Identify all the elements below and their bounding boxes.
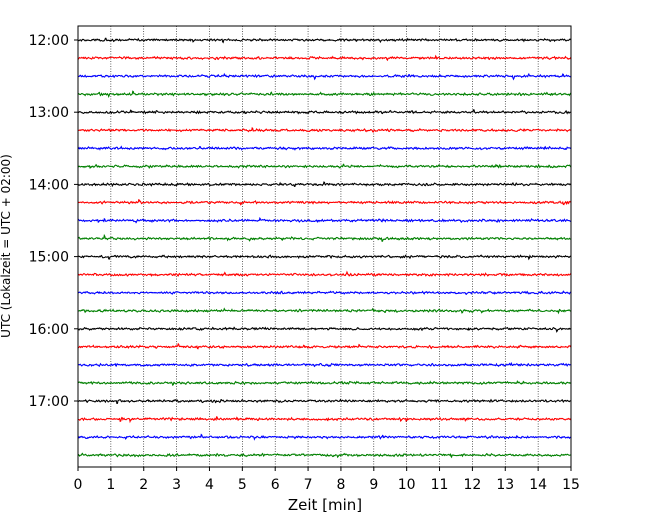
trace-line — [77, 109, 572, 115]
trace-line — [77, 326, 572, 333]
trace-line — [77, 90, 572, 99]
y-axis-ticks: 12:00 13:00 14:00 15:00 16:00 17:00 — [29, 33, 78, 410]
x-tick-label: 7 — [304, 477, 313, 493]
x-tick-label: 5 — [238, 477, 247, 493]
y-tick-label: 12:00 — [29, 33, 69, 49]
trace-line — [77, 433, 572, 441]
trace-line — [78, 290, 572, 296]
vertical-gridlines — [110, 26, 539, 467]
trace-line — [77, 54, 572, 62]
trace-line — [77, 126, 572, 133]
x-tick-label: 0 — [74, 477, 83, 493]
plot-frame — [77, 25, 572, 468]
trace-line — [77, 181, 572, 188]
y-tick-label: 17:00 — [29, 394, 69, 410]
y-tick-label: 14:00 — [29, 177, 69, 193]
x-tick-label: 10 — [398, 477, 416, 493]
trace-line — [77, 270, 572, 277]
trace-line — [77, 216, 572, 224]
seismic-traces — [77, 37, 572, 459]
trace-line — [77, 254, 572, 261]
trace-line — [77, 416, 572, 424]
trace-line — [77, 452, 572, 459]
x-tick-label: 9 — [369, 477, 378, 493]
y-tick-label: 13:00 — [29, 105, 69, 121]
x-tick-label: 13 — [496, 477, 514, 493]
x-tick-label: 11 — [431, 477, 449, 493]
trace-line — [77, 307, 572, 315]
x-tick-label: 8 — [336, 477, 345, 493]
trace-line — [77, 163, 572, 169]
trace-line — [77, 145, 572, 151]
x-tick-label: 6 — [271, 477, 280, 493]
trace-line — [77, 233, 572, 242]
trace-line — [77, 37, 572, 44]
x-tick-label: 4 — [205, 477, 214, 493]
x-tick-label: 12 — [463, 477, 481, 493]
y-tick-label: 16:00 — [29, 322, 69, 338]
trace-line — [77, 361, 572, 368]
x-tick-label: 2 — [139, 477, 148, 493]
x-axis-ticks: 0 1 2 3 4 5 6 7 8 9 10 11 12 13 14 15 — [74, 467, 580, 493]
y-axis-label: UTC (Lokalzeit = UTC + 02:00) — [0, 154, 13, 338]
trace-line — [77, 398, 572, 404]
trace-line — [77, 198, 572, 206]
x-axis-label: Zeit [min] — [288, 496, 362, 514]
x-tick-label: 1 — [106, 477, 115, 493]
trace-line — [77, 72, 572, 81]
x-tick-label: 15 — [562, 477, 580, 493]
y-tick-label: 15:00 — [29, 250, 69, 266]
x-tick-label: 14 — [529, 477, 547, 493]
trace-line — [77, 342, 572, 350]
x-tick-label: 3 — [172, 477, 181, 493]
trace-line — [77, 380, 572, 387]
